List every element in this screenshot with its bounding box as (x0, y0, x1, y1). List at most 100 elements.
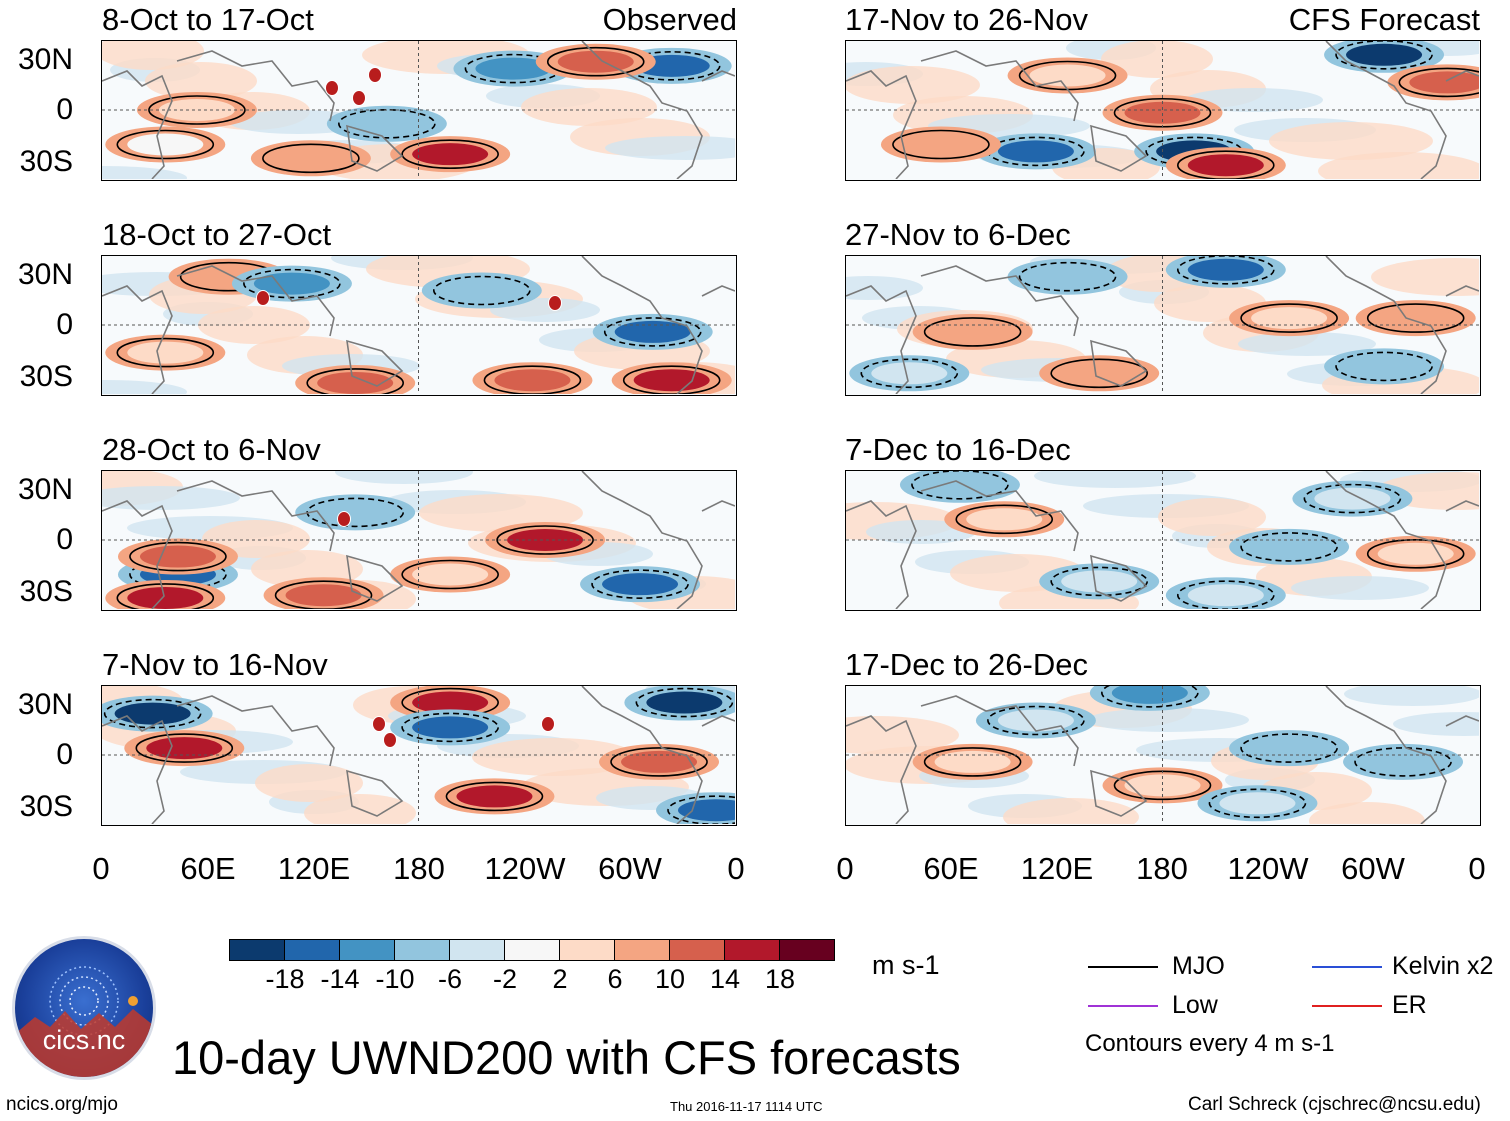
legend-line-low (1088, 1005, 1158, 1007)
mjo-contour (1240, 532, 1338, 562)
map-panel-obs-1 (101, 40, 737, 181)
coastline (846, 256, 1479, 394)
anomaly-blob (412, 563, 489, 586)
anomaly-blob (602, 573, 679, 596)
mjo-contour (1366, 539, 1465, 569)
lat-label-30n: 30N (17, 43, 73, 76)
mjo-contour (148, 95, 246, 125)
anomaly-field (846, 256, 1479, 394)
lat-label-30n: 30N (17, 473, 73, 506)
map-panel-fcst-4 (845, 685, 1481, 826)
lon-label: 120W (1227, 851, 1309, 886)
colorbar-tick: -10 (375, 964, 415, 994)
mjo-contour (401, 712, 499, 743)
legend-line-mjo (1088, 966, 1158, 968)
mjo-contour (591, 569, 689, 599)
colorbar-cell (669, 939, 725, 961)
anomaly-blob (934, 750, 1011, 773)
footer-author[interactable]: Carl Schreck (cjschrec@ncsu.edu) (1188, 1094, 1481, 1115)
colorbar-cell (504, 939, 560, 961)
lon-label: 60W (598, 851, 662, 886)
anomaly-blob (102, 166, 187, 179)
anomaly-blob (997, 709, 1074, 732)
footer-timestamp: Thu 2016-11-17 1114 UTC (670, 1099, 823, 1114)
panel-title-fcst-2: 27-Nov to 6-Dec (845, 217, 1071, 252)
mjo-contour (1101, 686, 1199, 708)
coastline (846, 471, 1479, 609)
lon-label: 60W (1341, 851, 1405, 886)
anomaly-blob (934, 320, 1011, 343)
anomaly-blob (272, 147, 349, 170)
lat-label-30s: 30S (19, 360, 73, 393)
mjo-contour (1050, 566, 1148, 597)
panel-title-fcst-3: 7-Dec to 16-Dec (845, 432, 1071, 467)
anomaly-blob (412, 716, 489, 739)
anomaly-blob (1291, 576, 1429, 600)
anomaly-blob (846, 66, 980, 104)
anomaly-blob (605, 136, 735, 160)
contour-note: Contours every 4 m s-1 (1085, 1030, 1335, 1057)
mjo-contour (432, 275, 531, 306)
anomaly-blob (158, 99, 235, 121)
lon-label: 0 (727, 851, 745, 886)
anomaly-blob (521, 88, 657, 126)
mjo-contour (483, 365, 582, 394)
mjo-contour (1303, 483, 1402, 514)
colorbar-cell (339, 939, 395, 961)
anomaly-field (102, 41, 735, 179)
anomaly-blob (1377, 542, 1454, 565)
lon-label: 0 (1468, 851, 1486, 886)
lat-label-30n: 30N (17, 258, 73, 291)
anomaly-blob (1269, 122, 1433, 160)
anomaly-blob (317, 371, 394, 394)
coastline (846, 41, 1479, 179)
colorbar-tick: -14 (320, 964, 360, 994)
anomaly-blob (1187, 584, 1264, 607)
mjo-contour (987, 705, 1085, 736)
anomaly-blob (317, 501, 394, 524)
anomaly-blob (127, 133, 204, 156)
observed-label: Observed (602, 2, 737, 37)
anomaly-blob (866, 520, 976, 544)
anomaly-blob (1371, 258, 1479, 296)
coastline (102, 41, 735, 179)
anomaly-blob (966, 508, 1043, 531)
footer-url[interactable]: ncics.org/mjo (6, 1094, 118, 1115)
mjo-contour (1018, 261, 1117, 292)
lon-label: 0 (92, 851, 110, 886)
colorbar-tick: -2 (492, 964, 517, 994)
lon-label: 0 (836, 851, 854, 886)
anomaly-blob (127, 341, 204, 364)
anomaly-blob (139, 545, 216, 568)
storm-marker (383, 732, 397, 748)
lon-label: 60E (923, 851, 979, 886)
colorbar-cell (394, 939, 450, 961)
mjo-contour (1240, 303, 1338, 333)
mjo-contour (955, 504, 1054, 535)
lat-label-30s: 30S (19, 575, 73, 608)
panel-title-obs-2: 18-Oct to 27-Oct (102, 217, 332, 252)
anomaly-blob (621, 750, 698, 773)
anomaly-blob (102, 41, 204, 70)
anomaly-blob (102, 486, 240, 510)
anomaly-blob (1034, 471, 1196, 488)
mjo-contour (243, 268, 341, 299)
anomaly-blob (145, 62, 257, 100)
anomaly-blob (1251, 307, 1328, 330)
anomaly-blob (443, 279, 520, 302)
anomaly-blob (1187, 154, 1264, 177)
cfs-forecast-label: CFS Forecast (1288, 2, 1480, 37)
anomaly-blob (646, 691, 723, 714)
panel-title-obs-4: 7-Nov to 16-Nov (102, 647, 328, 682)
anomaly-blob (1409, 71, 1479, 94)
anomaly-field (102, 686, 735, 824)
lon-label: 120W (484, 851, 566, 886)
mjo-contour (129, 541, 227, 572)
lat-label-0: 0 (56, 738, 73, 771)
mjo-contour (1354, 747, 1452, 777)
anomaly-blob (1346, 355, 1423, 378)
mjo-contour (135, 733, 234, 763)
lon-label: 180 (393, 851, 445, 886)
colorbar-tick: 10 (654, 964, 686, 994)
anomaly-blob (472, 738, 636, 776)
